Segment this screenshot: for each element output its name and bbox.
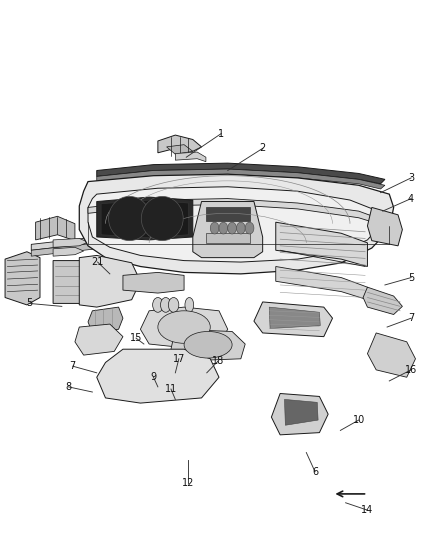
Polygon shape: [88, 263, 123, 289]
Polygon shape: [193, 201, 263, 257]
Polygon shape: [276, 266, 367, 300]
Ellipse shape: [168, 297, 179, 312]
Polygon shape: [97, 163, 385, 184]
Polygon shape: [97, 197, 193, 240]
Polygon shape: [35, 216, 75, 241]
Polygon shape: [79, 174, 394, 274]
Text: 7: 7: [70, 361, 76, 371]
Polygon shape: [88, 199, 385, 226]
Polygon shape: [254, 302, 332, 337]
Ellipse shape: [219, 222, 228, 234]
Polygon shape: [53, 261, 88, 303]
Polygon shape: [5, 252, 40, 305]
Polygon shape: [123, 272, 184, 293]
Polygon shape: [175, 152, 206, 161]
Polygon shape: [53, 238, 88, 247]
Text: 7: 7: [408, 313, 414, 323]
Polygon shape: [97, 349, 219, 403]
Polygon shape: [206, 233, 250, 243]
Text: 17: 17: [173, 354, 185, 364]
Text: 15: 15: [130, 333, 142, 343]
Ellipse shape: [245, 222, 254, 234]
Text: 4: 4: [408, 193, 414, 204]
Polygon shape: [206, 207, 250, 221]
Polygon shape: [88, 187, 381, 262]
Ellipse shape: [158, 311, 210, 343]
Polygon shape: [285, 399, 318, 425]
Text: 6: 6: [312, 467, 318, 477]
Text: 3: 3: [408, 173, 414, 183]
Polygon shape: [166, 144, 193, 154]
Polygon shape: [158, 135, 201, 153]
Ellipse shape: [185, 297, 194, 312]
Polygon shape: [31, 241, 184, 256]
Ellipse shape: [109, 196, 150, 241]
Text: 9: 9: [150, 372, 156, 382]
Polygon shape: [367, 207, 403, 246]
Text: 16: 16: [405, 365, 417, 375]
Ellipse shape: [160, 297, 171, 312]
Polygon shape: [276, 222, 367, 266]
Ellipse shape: [184, 332, 232, 358]
Ellipse shape: [141, 196, 183, 241]
Text: 8: 8: [65, 382, 71, 392]
Text: 18: 18: [212, 356, 224, 366]
Text: 10: 10: [353, 415, 365, 425]
Text: 1: 1: [218, 128, 224, 139]
Text: 2: 2: [260, 143, 266, 154]
Text: 11: 11: [165, 384, 177, 394]
Ellipse shape: [237, 222, 245, 234]
Polygon shape: [367, 333, 416, 377]
Polygon shape: [171, 329, 245, 361]
Ellipse shape: [210, 222, 219, 234]
Polygon shape: [141, 307, 228, 348]
Ellipse shape: [152, 297, 163, 312]
Polygon shape: [88, 307, 123, 333]
Text: 14: 14: [361, 505, 374, 515]
Polygon shape: [101, 200, 188, 238]
Polygon shape: [79, 255, 141, 307]
Ellipse shape: [228, 222, 237, 234]
Polygon shape: [75, 324, 123, 355]
Polygon shape: [363, 287, 403, 314]
Text: 5: 5: [26, 298, 32, 309]
Polygon shape: [272, 393, 328, 435]
Polygon shape: [53, 247, 84, 256]
Text: 12: 12: [182, 478, 194, 488]
Polygon shape: [97, 169, 385, 189]
Polygon shape: [269, 307, 320, 328]
Text: 5: 5: [408, 272, 414, 282]
Polygon shape: [143, 215, 151, 224]
Polygon shape: [31, 236, 184, 251]
Text: 21: 21: [92, 257, 104, 267]
